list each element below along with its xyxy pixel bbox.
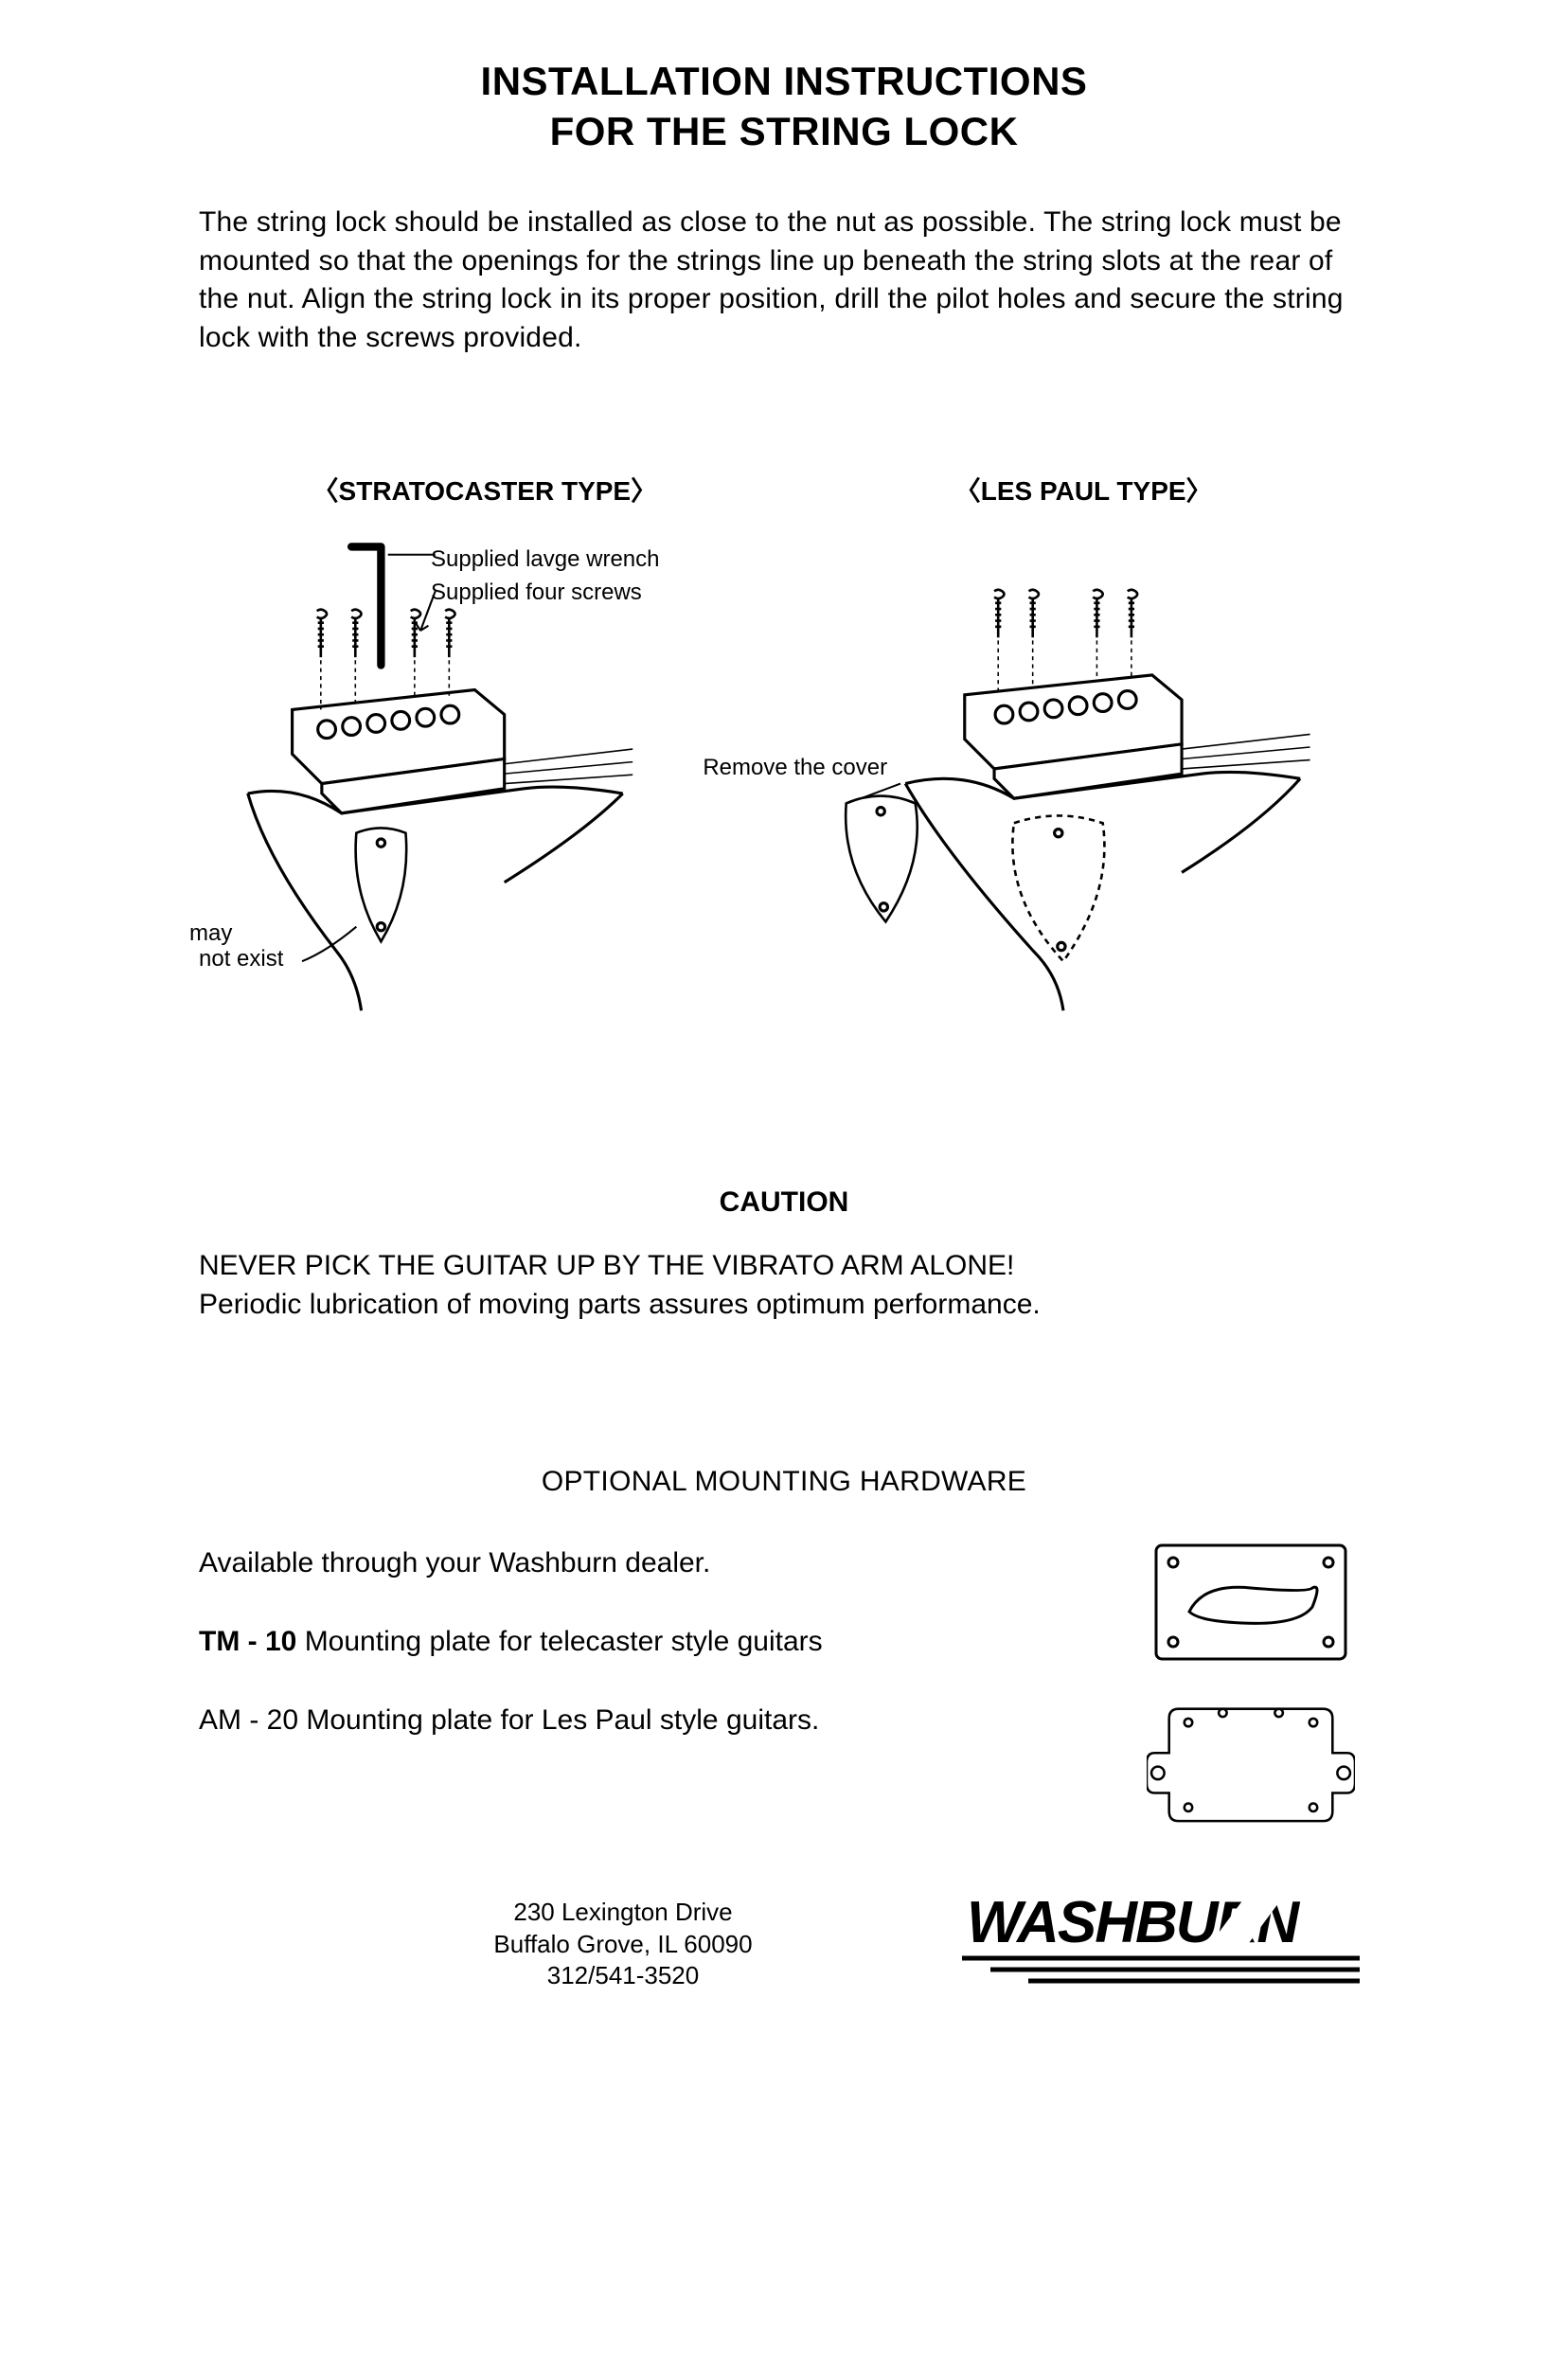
callout-screws: Supplied four screws	[431, 580, 642, 607]
diagram-heading-lespaul: 〈LES PAUL TYPE〉	[954, 471, 1213, 508]
diagram-row: 〈STRATOCASTER TYPE〉 Supplied lavge wrenc…	[189, 471, 1379, 1035]
tm10-prefix: TM - 10	[199, 1626, 296, 1657]
optional-intro: Available through your Washburn dealer.	[199, 1536, 1095, 1590]
optional-block: Available through your Washburn dealer. …	[189, 1536, 1379, 1833]
optional-text: Available through your Washburn dealer. …	[199, 1536, 1095, 1772]
callout-remove-cover: Remove the cover	[703, 755, 887, 782]
washburn-logo: WASHBURN	[962, 1890, 1360, 1999]
diagram-heading-strat: 〈STRATOCASTER TYPE〉	[312, 471, 658, 508]
callout-may: may	[189, 920, 232, 948]
address-line-1: 230 Lexington Drive	[513, 1898, 732, 1926]
diagram-lespaul: 〈LES PAUL TYPE〉 Remove the cover	[807, 471, 1360, 1035]
page-title: INSTALLATION INSTRUCTIONS FOR THE STRING…	[189, 57, 1379, 156]
diagram-stratocaster: 〈STRATOCASTER TYPE〉 Supplied lavge wrenc…	[208, 471, 761, 1035]
callout-not-exist: not exist	[199, 946, 283, 973]
footer-address: 230 Lexington Drive Buffalo Grove, IL 60…	[208, 1897, 962, 1992]
footer: 230 Lexington Drive Buffalo Grove, IL 60…	[189, 1890, 1379, 1999]
diagram-strat-box: Supplied lavge wrench Supplied four scre…	[208, 537, 761, 1035]
intro-paragraph: The string lock should be installed as c…	[189, 204, 1379, 357]
washburn-logo-svg: WASHBURN	[962, 1890, 1360, 1994]
address-line-3: 312/541-3520	[547, 1961, 699, 1989]
caution-line-1: NEVER PICK THE GUITAR UP BY THE VIBRATO …	[199, 1250, 1014, 1281]
title-line-2: FOR THE STRING LOCK	[550, 109, 1019, 153]
tm10-rest: Mounting plate for telecaster style guit…	[296, 1626, 822, 1657]
caution-body: NEVER PICK THE GUITAR UP BY THE VIBRATO …	[189, 1247, 1379, 1324]
optional-images	[1132, 1536, 1369, 1833]
callout-wrench: Supplied lavge wrench	[431, 546, 660, 574]
lespaul-diagram-svg	[807, 537, 1360, 1030]
tm10-plate-icon	[1147, 1536, 1355, 1668]
strat-diagram-svg	[208, 537, 761, 1030]
diagram-lespaul-box: Remove the cover	[807, 537, 1360, 1035]
am20-plate-icon	[1147, 1697, 1355, 1833]
optional-heading: OPTIONAL MOUNTING HARDWARE	[189, 1466, 1379, 1498]
title-line-1: INSTALLATION INSTRUCTIONS	[481, 59, 1088, 103]
caution-line-2: Periodic lubrication of moving parts ass…	[199, 1289, 1041, 1320]
address-line-2: Buffalo Grove, IL 60090	[493, 1930, 752, 1958]
caution-heading: CAUTION	[189, 1186, 1379, 1219]
optional-tm10: TM - 10 Mounting plate for telecaster st…	[199, 1614, 1095, 1668]
optional-am20: AM - 20 Mounting plate for Les Paul styl…	[199, 1693, 1095, 1747]
